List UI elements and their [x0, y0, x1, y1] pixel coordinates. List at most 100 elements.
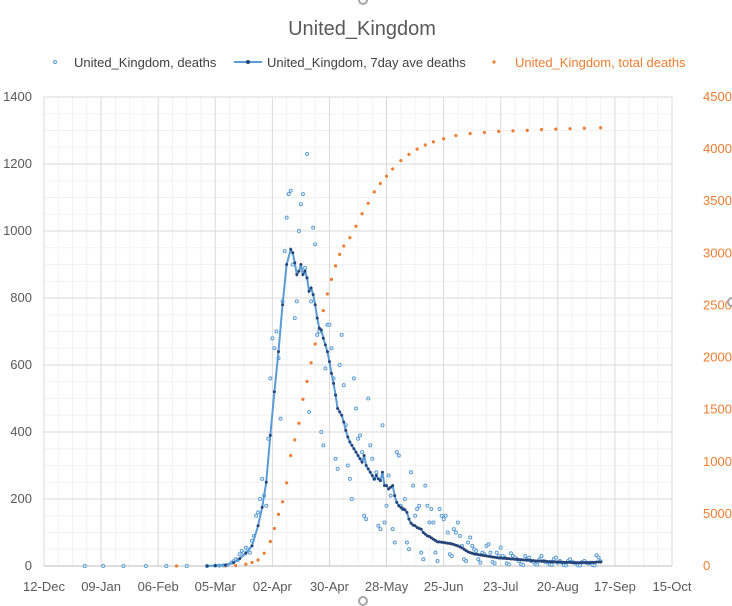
- daily-deaths-point: [431, 520, 436, 525]
- daily-deaths-point: [443, 513, 448, 518]
- avg-deaths-marker: [289, 247, 293, 251]
- y-right-tick-label: 5000: [703, 506, 732, 521]
- avg-deaths-marker: [264, 480, 268, 484]
- daily-deaths-point: [288, 188, 293, 193]
- resize-handle-bottom[interactable]: [358, 596, 368, 606]
- daily-deaths-point: [457, 533, 462, 538]
- daily-deaths-point: [392, 540, 397, 545]
- avg-deaths-marker: [327, 360, 331, 364]
- daily-deaths-point: [404, 540, 409, 545]
- daily-deaths-point: [527, 555, 532, 560]
- avg-deaths-marker: [397, 504, 401, 508]
- avg-deaths-marker: [250, 544, 254, 548]
- daily-deaths-point: [270, 336, 275, 341]
- daily-deaths-point: [474, 548, 479, 553]
- y-right-tick-label: 40000: [703, 141, 732, 156]
- daily-deaths-point: [311, 225, 316, 230]
- avg-deaths-marker: [342, 420, 346, 424]
- daily-deaths-point: [429, 507, 434, 512]
- x-tick-label: 05-Mar: [195, 579, 237, 594]
- total-deaths-point: [333, 264, 338, 268]
- daily-deaths-point: [594, 553, 599, 558]
- daily-deaths-point: [498, 545, 503, 550]
- daily-deaths-point: [596, 555, 601, 560]
- total-deaths-point: [482, 130, 487, 135]
- daily-deaths-point: [449, 553, 454, 558]
- x-tick-label: 28-May: [365, 579, 409, 594]
- y-left-tick-label: 600: [10, 357, 32, 372]
- avg-deaths-marker: [403, 508, 407, 512]
- daily-deaths-point: [292, 316, 297, 321]
- avg-deaths-marker: [268, 433, 272, 437]
- daily-deaths-point: [300, 192, 305, 197]
- avg-deaths-marker: [348, 440, 352, 444]
- y-left-tick-label: 800: [10, 290, 32, 305]
- avg-deaths-marker: [329, 371, 333, 375]
- daily-deaths-point: [508, 551, 513, 556]
- total-deaths-point: [305, 379, 309, 384]
- x-tick-label: 09-Jan: [81, 579, 121, 594]
- avg-deaths-marker: [336, 407, 340, 411]
- daily-deaths-point: [435, 558, 440, 563]
- avg-deaths-marker: [372, 477, 376, 481]
- avg-deaths-marker: [354, 450, 358, 454]
- avg-deaths-marker: [419, 527, 423, 531]
- avg-deaths-marker: [291, 251, 295, 255]
- avg-deaths-marker: [223, 563, 227, 567]
- total-deaths-point: [342, 244, 346, 248]
- legend-label-deaths: United_Kingdom, deaths: [74, 55, 217, 70]
- daily-deaths-point: [539, 553, 544, 558]
- legend-marker-avg: [246, 60, 250, 64]
- daily-deaths-point: [451, 527, 456, 532]
- daily-deaths-point: [394, 450, 399, 455]
- avg-deaths-marker: [297, 269, 301, 273]
- avg-deaths-marker: [389, 485, 393, 489]
- avg-deaths-marker: [350, 443, 354, 447]
- daily-deaths-point: [345, 463, 350, 468]
- daily-deaths-point: [319, 430, 324, 434]
- total-deaths-point: [325, 292, 330, 296]
- daily-deaths-point: [286, 192, 291, 197]
- avg-deaths-marker: [380, 470, 384, 474]
- daily-deaths-point: [309, 299, 314, 304]
- daily-deaths-point: [284, 215, 289, 220]
- daily-deaths-point: [439, 513, 444, 518]
- daily-deaths-point: [339, 332, 344, 337]
- legend: United_Kingdom, deaths United_Kingdom, 7d…: [53, 55, 686, 70]
- total-deaths-point: [250, 560, 254, 565]
- resize-handle-right[interactable]: [727, 297, 732, 307]
- daily-deaths-point: [592, 563, 597, 568]
- series-7day-average: [205, 246, 603, 568]
- x-tick-label: 06-Feb: [138, 579, 179, 594]
- avg-deaths-marker: [395, 500, 399, 504]
- y-right-tick-label: 20000: [703, 350, 732, 365]
- avg-deaths-marker: [260, 505, 264, 509]
- daily-deaths-point: [406, 547, 411, 552]
- avg-deaths-marker: [299, 263, 303, 266]
- daily-deaths-point: [402, 497, 407, 501]
- daily-deaths-point: [329, 346, 334, 351]
- daily-deaths-point: [327, 322, 332, 327]
- total-deaths-point: [442, 137, 446, 141]
- avg-deaths-marker: [358, 457, 362, 461]
- daily-deaths-point: [323, 366, 328, 371]
- daily-deaths-point: [101, 564, 106, 568]
- daily-deaths-point: [254, 513, 259, 518]
- legend-label-total: United_Kingdom, total deaths: [515, 55, 686, 70]
- daily-deaths-point: [282, 249, 287, 254]
- avg-deaths-marker: [272, 390, 276, 394]
- y-left-tick-label: 1000: [3, 223, 32, 238]
- y-right-tick-label: 25000: [703, 297, 732, 312]
- daily-deaths-point: [427, 520, 432, 525]
- resize-handle-top[interactable]: [358, 0, 368, 5]
- daily-deaths-point: [278, 416, 283, 421]
- avg-deaths-marker: [256, 524, 260, 528]
- daily-deaths-point: [305, 151, 310, 156]
- avg-deaths-marker: [276, 350, 280, 354]
- avg-deaths-marker: [421, 531, 425, 534]
- x-tick-label: 23-Jul: [483, 579, 519, 594]
- avg-deaths-marker: [311, 293, 315, 297]
- avg-deaths-marker: [368, 470, 372, 474]
- legend-marker-deaths: [53, 60, 57, 64]
- daily-deaths-point: [382, 520, 387, 525]
